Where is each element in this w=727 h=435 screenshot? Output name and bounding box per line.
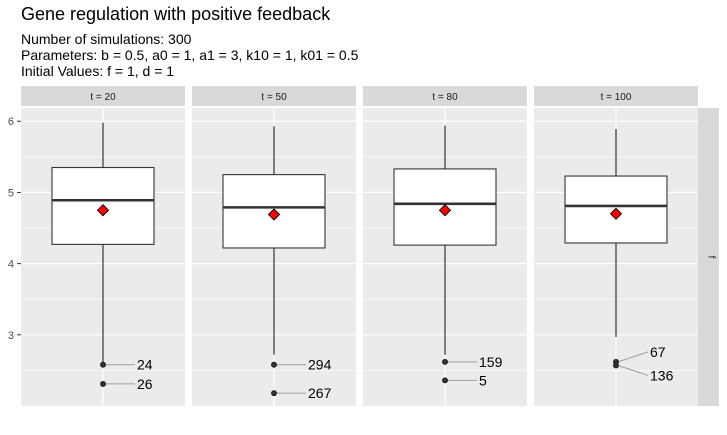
outlier-point: [100, 361, 106, 368]
y-tick-label: 5: [8, 187, 14, 199]
outlier-label-leader: [617, 351, 649, 363]
outlier-point: [271, 361, 277, 368]
outlier-label: 67: [650, 344, 666, 360]
facet-strip-label: t = 100: [601, 92, 632, 103]
outlier-point: [100, 381, 106, 387]
outlier-point: [613, 362, 619, 369]
facet-strip: [534, 86, 698, 106]
outlier-label-leader: [617, 364, 649, 376]
chart-title: Gene regulation with positive feedback: [21, 4, 331, 24]
y-tick-label: 6: [8, 116, 14, 128]
outlier-label: 5: [479, 372, 487, 388]
facet-row-strip: [698, 108, 719, 406]
outlier-point: [271, 390, 277, 397]
subtitle-parameters: Parameters: b = 0.5, a0 = 1, a1 = 3, k10…: [21, 47, 359, 63]
outlier-point: [442, 377, 448, 384]
y-tick-label: 4: [8, 259, 14, 271]
outlier-label: 136: [650, 367, 674, 383]
facet-strip-label: t = 80: [432, 92, 458, 103]
outlier-label: 159: [479, 354, 503, 370]
subtitle-initial-values: Initial Values: f = 1, d = 1: [21, 63, 175, 79]
outlier-label: 24: [137, 357, 153, 373]
facet-strip: [192, 86, 356, 106]
mean-marker: [609, 207, 623, 220]
facet-row-label: f: [706, 256, 717, 259]
outlier-label: 294: [308, 357, 332, 373]
facet-strip: [363, 86, 527, 106]
mean-marker: [96, 204, 110, 217]
y-tick-label: 3: [8, 330, 14, 342]
facet-strip-label: t = 50: [261, 92, 287, 103]
outlier-point: [442, 358, 448, 365]
facet-strip: [21, 86, 185, 106]
outlier-label: 26: [137, 376, 153, 392]
outlier-label: 267: [308, 385, 332, 401]
mean-marker: [438, 204, 452, 217]
subtitle-simulations: Number of simulations: 300: [21, 31, 192, 47]
mean-marker: [267, 208, 281, 221]
facet-strip-label: t = 20: [90, 92, 116, 103]
